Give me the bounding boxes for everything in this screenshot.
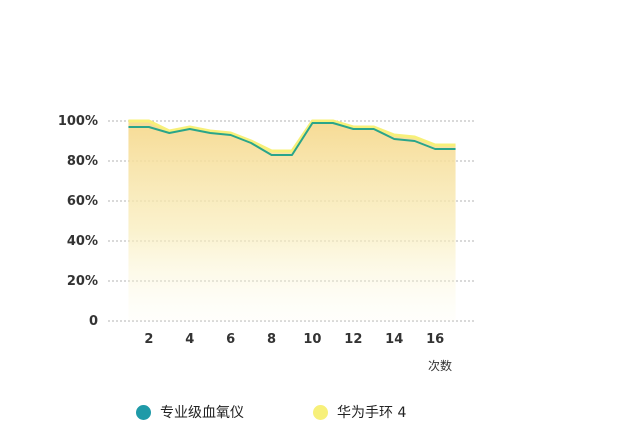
legend-item-series-0: 专业级血氧仪	[136, 402, 244, 422]
x-tick-label-5: 12	[344, 332, 362, 347]
y-tick-label-4: 80%	[67, 154, 98, 169]
x-tick-label-4: 10	[303, 332, 321, 347]
series-line-1	[128, 119, 456, 153]
area-fill	[128, 121, 456, 321]
y-tick-label-5: 100%	[58, 114, 98, 129]
x-tick-label-3: 8	[267, 332, 276, 347]
y-tick-labels: 0 20% 40% 60% 80% 100%	[58, 114, 98, 329]
x-tick-label-2: 6	[226, 332, 235, 347]
line-layer	[128, 119, 456, 156]
x-tick-label-6: 14	[385, 332, 403, 347]
legend: 专业级血氧仪 华为手环 4	[0, 402, 618, 426]
x-tick-label-7: 16	[426, 332, 444, 347]
x-tick-labels: 2 4 6 8 10 12 14 16	[144, 332, 444, 347]
series-line-0	[128, 122, 456, 156]
x-tick-label-0: 2	[144, 332, 153, 347]
legend-swatch-series-0	[136, 404, 151, 420]
legend-swatch-series-1	[313, 404, 328, 420]
legend-label-series-1: 华为手环 4	[337, 405, 407, 421]
y-tick-label-2: 40%	[67, 234, 98, 249]
x-axis-title: 次数	[428, 358, 452, 373]
y-tick-label-0: 0	[89, 314, 98, 329]
y-tick-label-1: 20%	[67, 274, 98, 289]
x-tick-label-1: 4	[185, 332, 194, 347]
y-tick-label-3: 60%	[67, 194, 98, 209]
legend-label-series-0: 专业级血氧仪	[160, 405, 244, 421]
area-layer	[128, 121, 456, 321]
legend-item-series-1: 华为手环 4	[313, 402, 406, 422]
